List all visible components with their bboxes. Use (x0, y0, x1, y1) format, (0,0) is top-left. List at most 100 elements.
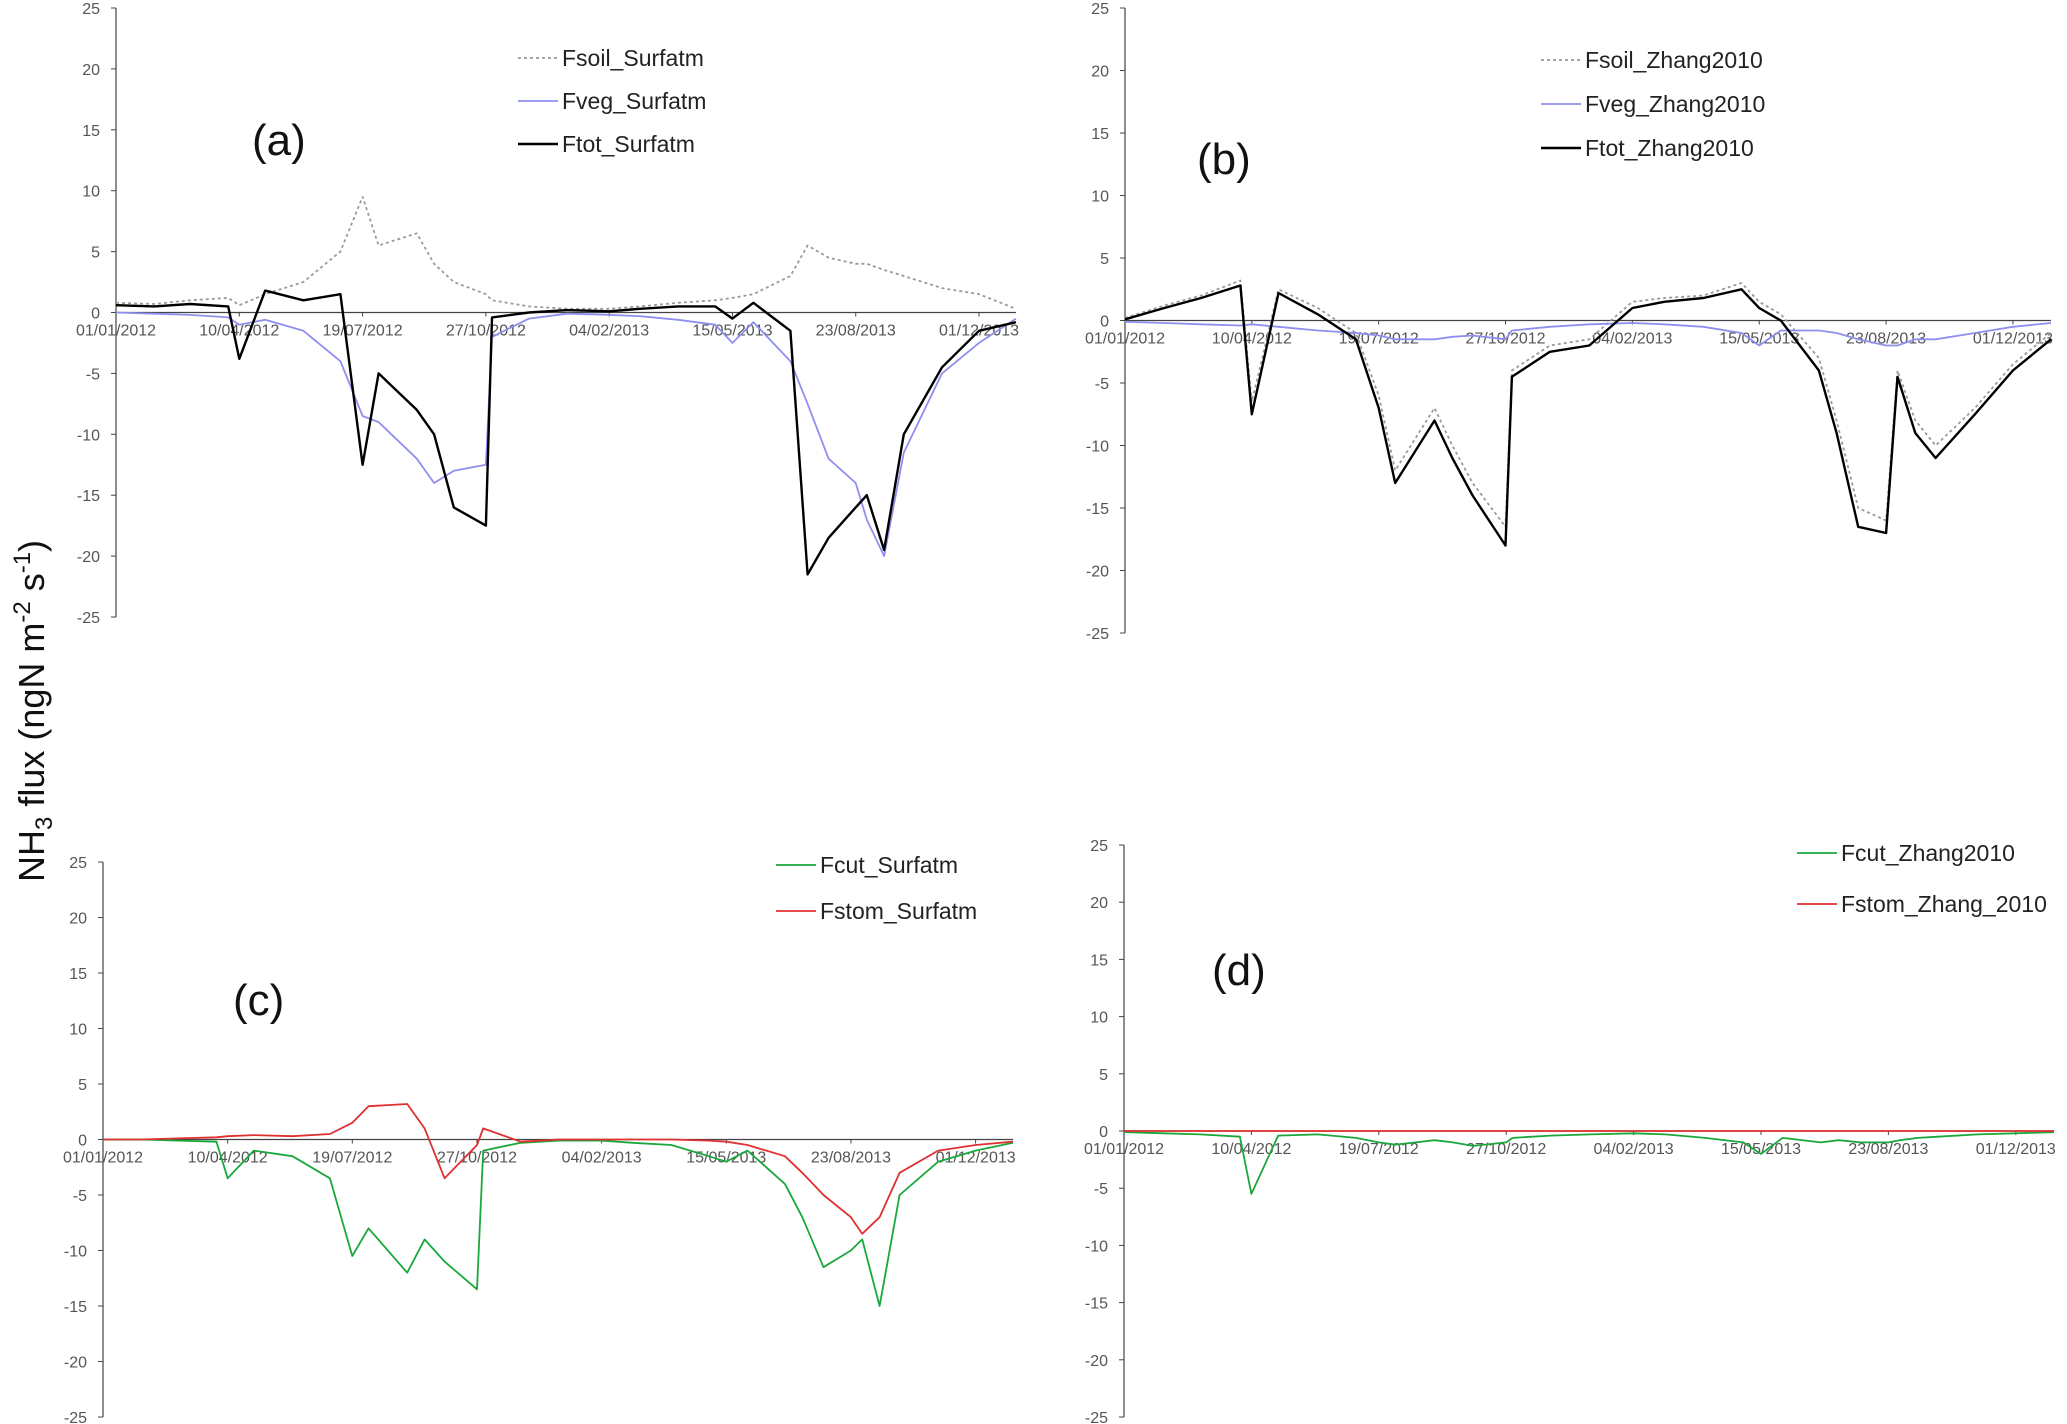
y-tick-label: 5 (1100, 251, 1109, 268)
series-line-fsoil-zhang2010 (1124, 279, 2052, 528)
y-tick-label: -15 (64, 1299, 87, 1316)
y-axis-label-close: ) (11, 540, 52, 552)
y-tick-label: 20 (1090, 895, 1108, 912)
x-tick-label: 19/07/2012 (1339, 1141, 1419, 1158)
panel-label: (d) (1212, 946, 1266, 995)
y-tick-label: -15 (77, 488, 100, 505)
x-tick-label: 01/12/2013 (936, 1150, 1016, 1167)
x-tick-label: 15/05/2013 (1719, 331, 1799, 348)
y-axis-label-rest: flux (ngN m (11, 623, 52, 817)
x-tick-label: 01/12/2013 (1973, 331, 2053, 348)
series-line-ftot-zhang2010 (1124, 284, 2052, 547)
legend-label: Fveg_Zhang2010 (1585, 91, 1765, 117)
y-tick-label: -25 (1086, 626, 1109, 643)
y-tick-label: -10 (1086, 439, 1109, 456)
series-line-fcut-surfatm (103, 1138, 1014, 1307)
chart-panel-3: 25 20 15 10 5 0 -5 -10 -15 -20 -25 01/01/2012 10/04/… (1084, 838, 2056, 1424)
y-tick-label: -20 (64, 1355, 87, 1372)
y-axis-label-exp1: -2 (9, 601, 36, 622)
y-tick-label: 10 (1091, 189, 1109, 206)
x-tick-label: 27/10/2012 (1466, 1141, 1546, 1158)
y-tick-label: 0 (1099, 1124, 1108, 1141)
series-line-fcut-zhang2010 (1123, 1131, 2055, 1195)
series-line-fsoil-surfatm (115, 195, 1017, 310)
y-tick-label: -25 (1085, 1410, 1108, 1424)
y-tick-label: 10 (69, 1022, 87, 1039)
y-tick-label: -15 (1086, 501, 1109, 518)
y-tick-label: -15 (1085, 1296, 1108, 1313)
y-tick-label: 0 (78, 1133, 87, 1150)
chart-panel-0: 25 20 15 10 5 0 -5 -10 -15 -20 -25 01/01/2012 10/04/… (76, 1, 1019, 627)
y-tick-label: 20 (69, 911, 87, 928)
y-tick-label: 0 (91, 306, 100, 323)
legend-label: Fstom_Zhang_2010 (1841, 891, 2047, 917)
x-tick-label: 01/01/2012 (1085, 331, 1165, 348)
y-tick-label: 20 (82, 62, 100, 79)
x-tick-label: 15/05/2013 (1721, 1141, 1801, 1158)
y-axis-label-exp2: -1 (9, 552, 36, 573)
x-tick-label: 27/10/2012 (437, 1150, 517, 1167)
y-axis-label-sub: 3 (31, 817, 58, 830)
y-tick-label: 15 (1091, 126, 1109, 143)
chart-panel-2: 25 20 15 10 5 0 -5 -10 -15 -20 -25 01/01/2012 10/04/… (63, 852, 1016, 1424)
x-tick-label: 04/02/2013 (569, 323, 649, 340)
y-tick-label: 25 (82, 1, 100, 18)
y-axis-label-mid: s (11, 573, 52, 601)
x-tick-label: 04/02/2013 (1592, 331, 1672, 348)
x-tick-label: 10/04/2012 (188, 1150, 268, 1167)
y-tick-label: 25 (1091, 1, 1109, 18)
y-tick-label: -10 (64, 1244, 87, 1261)
x-tick-label: 23/08/2013 (811, 1150, 891, 1167)
x-tick-label: 04/02/2013 (1594, 1141, 1674, 1158)
chart-panel-1: 25 20 15 10 5 0 -5 -10 -15 -20 -25 01/01/2012 10/04/… (1085, 1, 2053, 643)
y-tick-label: 20 (1091, 64, 1109, 81)
y-tick-label: -20 (1085, 1353, 1108, 1370)
x-tick-label: 10/04/2012 (1211, 1141, 1291, 1158)
x-tick-label: 23/08/2013 (1848, 1141, 1928, 1158)
y-tick-label: 15 (69, 966, 87, 983)
y-tick-label: -25 (77, 610, 100, 627)
y-tick-label: 5 (91, 245, 100, 262)
legend-label: Fstom_Surfatm (820, 898, 977, 924)
x-tick-label: 01/01/2012 (1084, 1141, 1164, 1158)
legend-label: Fcut_Zhang2010 (1841, 840, 2015, 866)
y-tick-label: -5 (86, 366, 100, 383)
x-tick-label: 15/05/2013 (686, 1150, 766, 1167)
series-line-fstom-surfatm (103, 1103, 1014, 1235)
y-tick-label: -5 (73, 1188, 87, 1205)
series-line-fveg-zhang2010 (1124, 320, 2052, 347)
y-tick-label: -5 (1095, 376, 1109, 393)
legend-label: Ftot_Zhang2010 (1585, 135, 1754, 161)
legend-label: Fsoil_Surfatm (562, 45, 704, 71)
panel-label: (a) (252, 116, 306, 165)
y-tick-label: -5 (1094, 1181, 1108, 1198)
x-tick-label: 27/10/2012 (446, 323, 526, 340)
x-tick-label: 04/02/2013 (562, 1150, 642, 1167)
y-tick-label: 15 (1090, 952, 1108, 969)
x-tick-label: 10/04/2012 (1212, 331, 1292, 348)
y-tick-label: 5 (1099, 1067, 1108, 1084)
y-tick-label: 25 (1090, 838, 1108, 855)
x-tick-label: 01/12/2013 (1976, 1141, 2056, 1158)
x-tick-label: 15/05/2013 (692, 323, 772, 340)
y-tick-label: -20 (77, 549, 100, 566)
legend-label: Fcut_Surfatm (820, 852, 958, 878)
panel-label: (c) (233, 976, 284, 1025)
legend-label: Ftot_Surfatm (562, 131, 695, 157)
y-tick-label: 10 (1090, 1010, 1108, 1027)
x-tick-label: 01/01/2012 (63, 1150, 143, 1167)
series-line-ftot-surfatm (115, 289, 1017, 576)
panel-label: (b) (1197, 135, 1251, 184)
y-tick-label: 15 (82, 123, 100, 140)
series-line-fveg-surfatm (115, 311, 1017, 557)
y-tick-label: 5 (78, 1077, 87, 1094)
y-tick-label: -10 (77, 427, 100, 444)
x-tick-label: 01/01/2012 (76, 323, 156, 340)
y-tick-label: -25 (64, 1410, 87, 1424)
panels-group: 25 20 15 10 5 0 -5 -10 -15 -20 -25 01/01/2012 10/04/… (63, 1, 2056, 1424)
y-axis-label: NH3 flux (ngN m-2 s-1) (9, 540, 58, 882)
y-tick-label: -10 (1085, 1238, 1108, 1255)
y-tick-label: 10 (82, 184, 100, 201)
y-axis-label-main: NH (11, 830, 52, 882)
